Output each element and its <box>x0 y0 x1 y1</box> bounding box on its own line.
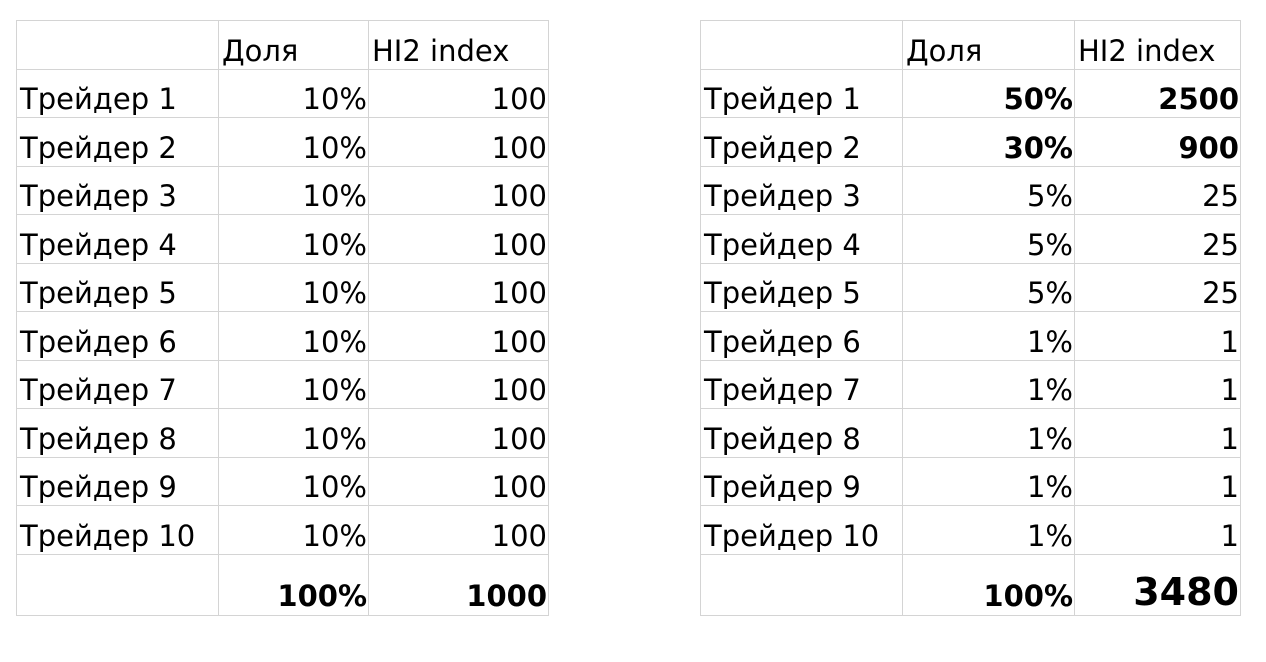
share-cell[interactable]: 30% <box>902 117 1075 167</box>
table-row: Трейдер 7 1% 1 <box>700 359 1241 409</box>
trader-name-cell[interactable]: Трейдер 7 <box>16 359 219 409</box>
trader-name-cell[interactable]: Трейдер 3 <box>16 165 219 215</box>
trader-name-cell[interactable]: Трейдер 4 <box>700 214 903 264</box>
index-cell[interactable]: 100 <box>368 165 549 215</box>
total-index-cell[interactable]: 1000 <box>368 553 549 616</box>
total-index-cell[interactable]: 3480 <box>1074 553 1241 616</box>
header-share[interactable]: Доля <box>902 20 1075 70</box>
index-cell[interactable]: 100 <box>368 117 549 167</box>
trader-name-cell[interactable]: Трейдер 2 <box>16 117 219 167</box>
share-cell[interactable]: 5% <box>902 214 1075 264</box>
share-cell[interactable]: 10% <box>218 165 369 215</box>
index-cell[interactable]: 900 <box>1074 117 1241 167</box>
trader-name-cell[interactable]: Трейдер 10 <box>16 505 219 555</box>
table-row: Трейдер 4 10% 100 <box>16 214 549 264</box>
share-cell[interactable]: 1% <box>902 456 1075 506</box>
total-share-cell[interactable]: 100% <box>902 553 1075 616</box>
header-hi2-index[interactable]: HI2 index <box>368 20 549 70</box>
index-cell[interactable]: 1 <box>1074 311 1241 361</box>
trader-name-cell[interactable]: Трейдер 7 <box>700 359 903 409</box>
index-cell[interactable]: 1 <box>1074 408 1241 458</box>
table-row: Трейдер 3 10% 100 <box>16 165 549 215</box>
index-cell[interactable]: 100 <box>368 505 549 555</box>
share-cell[interactable]: 1% <box>902 359 1075 409</box>
trader-name-cell[interactable]: Трейдер 5 <box>700 262 903 312</box>
total-share-cell[interactable]: 100% <box>218 553 369 616</box>
index-cell[interactable]: 1 <box>1074 456 1241 506</box>
right-hhi-table: Доля HI2 index Трейдер 1 50% 2500 Трейде… <box>700 20 1241 616</box>
index-cell[interactable]: 100 <box>368 68 549 118</box>
header-cell-empty[interactable] <box>16 20 219 70</box>
index-cell[interactable]: 25 <box>1074 165 1241 215</box>
table-row: Трейдер 5 5% 25 <box>700 262 1241 312</box>
table-row: Трейдер 3 5% 25 <box>700 165 1241 215</box>
share-cell[interactable]: 1% <box>902 505 1075 555</box>
table-row: Трейдер 7 10% 100 <box>16 359 549 409</box>
total-label-cell[interactable] <box>700 553 903 616</box>
index-cell[interactable]: 2500 <box>1074 68 1241 118</box>
table-row: Трейдер 5 10% 100 <box>16 262 549 312</box>
share-cell[interactable]: 10% <box>218 505 369 555</box>
share-cell[interactable]: 10% <box>218 68 369 118</box>
share-cell[interactable]: 10% <box>218 456 369 506</box>
share-cell[interactable]: 10% <box>218 408 369 458</box>
total-row: 100% 1000 <box>16 553 549 616</box>
table-row: Трейдер 9 1% 1 <box>700 456 1241 506</box>
trader-name-cell[interactable]: Трейдер 1 <box>700 68 903 118</box>
table-row: Трейдер 2 30% 900 <box>700 117 1241 167</box>
table-row: Трейдер 9 10% 100 <box>16 456 549 506</box>
header-hi2-index[interactable]: HI2 index <box>1074 20 1241 70</box>
table-header-row: Доля HI2 index <box>700 20 1241 70</box>
index-cell[interactable]: 100 <box>368 214 549 264</box>
trader-name-cell[interactable]: Трейдер 6 <box>700 311 903 361</box>
share-cell[interactable]: 10% <box>218 117 369 167</box>
share-cell[interactable]: 50% <box>902 68 1075 118</box>
index-cell[interactable]: 100 <box>368 262 549 312</box>
index-cell[interactable]: 1 <box>1074 359 1241 409</box>
share-cell[interactable]: 10% <box>218 311 369 361</box>
trader-name-cell[interactable]: Трейдер 9 <box>16 456 219 506</box>
index-cell[interactable]: 100 <box>368 311 549 361</box>
trader-name-cell[interactable]: Трейдер 10 <box>700 505 903 555</box>
table-row: Трейдер 1 10% 100 <box>16 68 549 118</box>
index-cell[interactable]: 100 <box>368 408 549 458</box>
index-cell[interactable]: 25 <box>1074 262 1241 312</box>
trader-name-cell[interactable]: Трейдер 1 <box>16 68 219 118</box>
share-cell[interactable]: 5% <box>902 165 1075 215</box>
trader-name-cell[interactable]: Трейдер 8 <box>16 408 219 458</box>
table-row: Трейдер 8 1% 1 <box>700 408 1241 458</box>
trader-name-cell[interactable]: Трейдер 9 <box>700 456 903 506</box>
table-row: Трейдер 6 10% 100 <box>16 311 549 361</box>
trader-name-cell[interactable]: Трейдер 6 <box>16 311 219 361</box>
share-cell[interactable]: 10% <box>218 214 369 264</box>
share-cell[interactable]: 10% <box>218 262 369 312</box>
total-label-cell[interactable] <box>16 553 219 616</box>
trader-name-cell[interactable]: Трейдер 5 <box>16 262 219 312</box>
index-cell[interactable]: 100 <box>368 359 549 409</box>
trader-name-cell[interactable]: Трейдер 8 <box>700 408 903 458</box>
table-row: Трейдер 10 10% 100 <box>16 505 549 555</box>
table-row: Трейдер 6 1% 1 <box>700 311 1241 361</box>
table-row: Трейдер 8 10% 100 <box>16 408 549 458</box>
share-cell[interactable]: 5% <box>902 262 1075 312</box>
share-cell[interactable]: 10% <box>218 359 369 409</box>
table-row: Трейдер 2 10% 100 <box>16 117 549 167</box>
index-cell[interactable]: 25 <box>1074 214 1241 264</box>
index-cell[interactable]: 1 <box>1074 505 1241 555</box>
share-cell[interactable]: 1% <box>902 408 1075 458</box>
header-share[interactable]: Доля <box>218 20 369 70</box>
header-cell-empty[interactable] <box>700 20 903 70</box>
trader-name-cell[interactable]: Трейдер 3 <box>700 165 903 215</box>
index-cell[interactable]: 100 <box>368 456 549 506</box>
table-row: Трейдер 1 50% 2500 <box>700 68 1241 118</box>
table-row: Трейдер 10 1% 1 <box>700 505 1241 555</box>
total-row: 100% 3480 <box>700 553 1241 616</box>
table-row: Трейдер 4 5% 25 <box>700 214 1241 264</box>
share-cell[interactable]: 1% <box>902 311 1075 361</box>
table-header-row: Доля HI2 index <box>16 20 549 70</box>
trader-name-cell[interactable]: Трейдер 2 <box>700 117 903 167</box>
trader-name-cell[interactable]: Трейдер 4 <box>16 214 219 264</box>
left-hhi-table: Доля HI2 index Трейдер 1 10% 100 Трейдер… <box>16 20 549 616</box>
